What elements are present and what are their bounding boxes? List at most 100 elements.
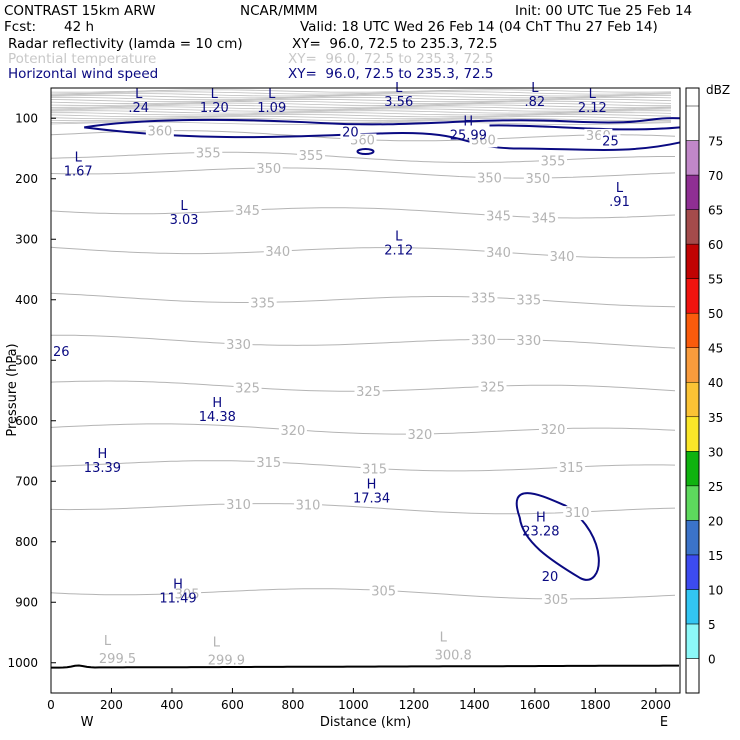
model-title: CONTRAST 15km ARW	[4, 3, 156, 19]
wind-extremum-value: 13.39	[84, 461, 121, 476]
upper-isentrope-line	[50, 100, 672, 105]
upper-isentrope-line	[50, 89, 672, 93]
y-tick-label: 800	[15, 535, 38, 549]
theta-label-bg	[548, 249, 577, 264]
upper-isentrope-line	[50, 114, 672, 118]
theta-label: 340	[550, 250, 575, 265]
theta-label-bg	[248, 296, 277, 311]
theta-label: 360	[471, 133, 496, 148]
x-tick-label: 1800	[580, 698, 611, 712]
theta-label: 310	[565, 506, 590, 521]
wind-contour-20-lower	[84, 126, 681, 151]
forecast-label: Fcst:	[4, 19, 37, 35]
colorbar-cell	[685, 278, 700, 314]
upper-isentrope-line	[50, 96, 672, 101]
wind-contour-25	[489, 124, 681, 131]
theta-label-bg	[224, 497, 253, 512]
colorbar-frame	[685, 87, 700, 694]
axes: 0 200 400 600 800 1000 1200 1400 1600 1800 2000 Dis…	[5, 111, 679, 730]
wind-contour-label: 25	[602, 134, 619, 149]
theta-label: 305	[175, 587, 200, 602]
theta-contour-340	[50, 246, 676, 259]
theta-extremum-type: L	[104, 634, 112, 649]
colorbar-level-label: 5	[708, 618, 716, 632]
wind-extremum-type: H	[98, 447, 108, 462]
wind-extremum-type: H	[173, 577, 183, 592]
theta-label: 310	[296, 498, 321, 513]
theta-label-bg	[254, 455, 283, 470]
wind-label-bg	[539, 570, 560, 585]
upper-isentrope-line	[50, 104, 672, 108]
upper-isentrope-line	[50, 117, 672, 122]
theta-label: 315	[256, 456, 281, 471]
colorbar-cell	[685, 485, 700, 521]
west-label: W	[81, 715, 94, 730]
theta-label-bg	[173, 587, 202, 602]
theta-label-bg	[294, 498, 323, 513]
colorbar-cell	[685, 451, 700, 487]
wind-extremum-value: 17.34	[353, 491, 390, 506]
theta-label: 335	[516, 293, 541, 308]
y-tick-label: 700	[15, 474, 38, 488]
theta-label-bg	[233, 204, 262, 219]
x-tick-label: 800	[281, 698, 304, 712]
theta-label: 340	[265, 245, 290, 260]
x-tick-label: 1200	[399, 698, 430, 712]
colorbar-cell	[685, 416, 700, 452]
theta-label: 350	[525, 172, 550, 187]
colorbar-cell	[685, 554, 700, 590]
colorbar-cell	[685, 140, 700, 176]
theta-contour-345	[50, 207, 676, 219]
theta-label: 345	[235, 204, 260, 219]
theta-label: 335	[471, 291, 496, 306]
theta-label-bg	[405, 427, 434, 442]
upper-isentrope-line	[50, 116, 672, 120]
field-theta-name: Potential temperature	[8, 51, 157, 67]
y-tick-label: 100	[15, 111, 38, 125]
theta-label: 340	[486, 246, 511, 261]
theta-label-bg	[478, 380, 507, 395]
colorbar-level-label: 0	[708, 652, 716, 666]
colorbar-level-label: 45	[708, 342, 723, 356]
theta-label: 355	[196, 146, 221, 161]
theta-label: 320	[408, 428, 433, 443]
colorbar-cell	[685, 347, 700, 383]
y-tick-label: 300	[15, 232, 38, 246]
theta-label: 325	[235, 381, 260, 396]
y-tick-label: 600	[15, 414, 38, 428]
theta-label-bg	[254, 161, 283, 176]
x-tick-label: 600	[221, 698, 244, 712]
wind-contours	[84, 117, 681, 581]
wind-extremum-type: L	[75, 151, 83, 166]
theta-label: 320	[541, 423, 566, 438]
wind-extremum-type: L	[211, 87, 219, 102]
wind-extremum-value: 1.67	[64, 165, 93, 180]
colorbar-level-label: 50	[708, 307, 723, 321]
colorbar-cell	[685, 623, 700, 659]
theta-label-bg	[514, 293, 543, 308]
colorbar-level-label: 25	[708, 480, 723, 494]
wind-extremum-type: H	[367, 477, 377, 492]
theta-label: 355	[299, 149, 324, 164]
theta-contour-305	[50, 588, 676, 600]
colorbar-cell	[685, 589, 700, 625]
colorbar-level-label: 15	[708, 549, 723, 563]
theta-label-bg	[475, 171, 504, 186]
y-tick-label: 400	[15, 293, 38, 307]
x-axis-label: Distance (km)	[320, 715, 411, 730]
colorbar-level-label: 40	[708, 376, 723, 390]
init-time: Init: 00 UTC Tue 25 Feb 14	[515, 3, 693, 19]
x-tick-label: 400	[161, 698, 184, 712]
theta-label-bg	[469, 333, 498, 348]
colorbar-level-label: 60	[708, 238, 723, 252]
wind-label-bg	[600, 134, 621, 149]
colorbar-unit: dBZ	[706, 83, 730, 97]
theta-label-bg	[278, 423, 307, 438]
x-tick-label: 2000	[641, 698, 672, 712]
colorbar-cell	[685, 209, 700, 245]
wind-extremum-type: H	[536, 511, 546, 526]
theta-contour-330	[51, 334, 676, 349]
y-tick-label: 1000	[7, 656, 38, 670]
theta-label: 350	[477, 172, 502, 187]
